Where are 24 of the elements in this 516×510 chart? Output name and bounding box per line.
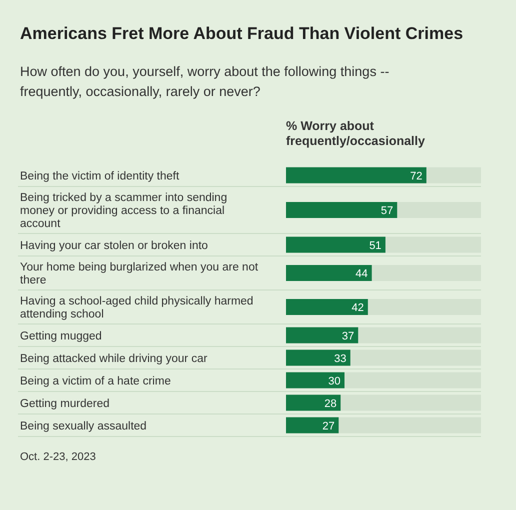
y-tick-label: Having your car stolen or broken into (20, 240, 208, 252)
data-label: 57 (380, 205, 394, 217)
y-tick-label: Being a victim of a hate crime (20, 375, 171, 388)
y-tick-label: Getting murdered (20, 398, 110, 410)
y-tick-label: Having a school-aged child physically harmed attending school (20, 296, 254, 320)
y-tick-label: Your home being burglarized when you are not there (20, 262, 259, 286)
data-label: 51 (369, 240, 382, 252)
data-label: 33 (334, 352, 346, 365)
data-label: 27 (322, 420, 335, 432)
data-label: 28 (324, 398, 337, 410)
data-label: 37 (342, 330, 354, 342)
y-tick-label: Being tricked by a scammer into sending money or providing access to a financial account (20, 192, 228, 230)
data-label: 72 (410, 170, 422, 182)
y-tick-label: Being the victim of identity theft (20, 170, 180, 182)
y-tick-label: Getting mugged (20, 330, 102, 342)
data-label: 42 (352, 302, 364, 314)
y-tick-label: Being attacked while driving your car (20, 352, 208, 365)
text: Oct. 2-23, 2023 (20, 451, 96, 463)
y-tick-label: Being sexually assaulted (20, 420, 147, 432)
chart-title: Americans Fret More About Fraud Than Violent Crimes (20, 24, 464, 43)
x-axis-title: % Worry about frequently/occasionally (286, 119, 425, 148)
data-label: 30 (328, 375, 340, 388)
data-label: 44 (356, 268, 368, 280)
chart-subtitle: How often do you, yourself, worry about the following things -- frequently, occasionally, rarely or never? (20, 64, 390, 99)
